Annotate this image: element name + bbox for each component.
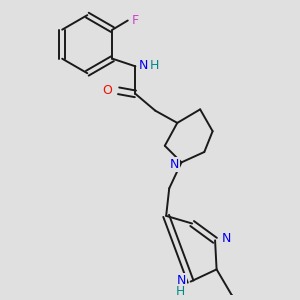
Text: H: H bbox=[150, 58, 160, 72]
Text: O: O bbox=[103, 84, 112, 97]
Text: N: N bbox=[176, 274, 186, 286]
Text: F: F bbox=[132, 14, 139, 27]
Text: N: N bbox=[170, 158, 179, 171]
Text: N: N bbox=[139, 58, 148, 72]
Text: N: N bbox=[222, 232, 231, 245]
Text: H: H bbox=[175, 285, 184, 298]
